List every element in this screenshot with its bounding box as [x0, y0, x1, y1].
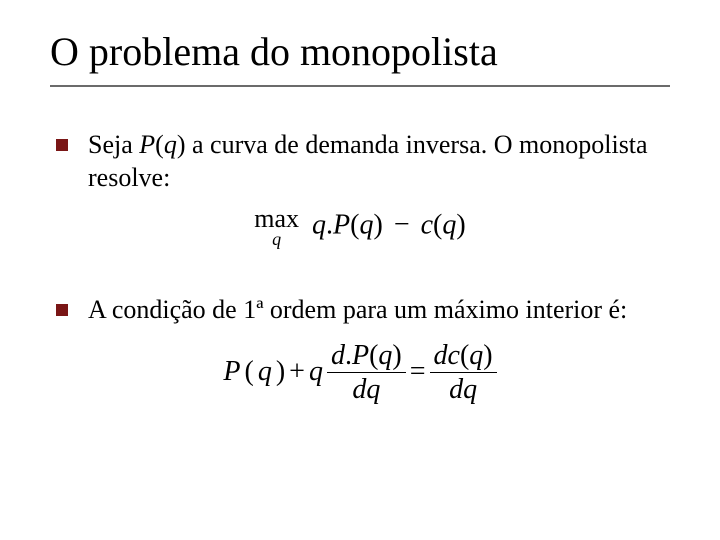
- d: d: [331, 340, 345, 371]
- sym-q: q: [309, 356, 323, 388]
- bullet-item-2: A condição de 1ª ordem para um máximo in…: [50, 294, 670, 327]
- symbol-p: P: [139, 130, 155, 159]
- equation-row: P(q) + q d.P(q) dq = dc(q) dq: [221, 341, 498, 405]
- paren: ): [483, 340, 492, 371]
- equals-sign: =: [410, 356, 426, 388]
- paren: ): [392, 340, 401, 371]
- paren-close: ): [373, 209, 382, 240]
- bullet-text-1: Seja P(q) a curva de demanda inversa. O …: [88, 129, 670, 194]
- dot: .: [326, 209, 333, 240]
- d: d: [434, 340, 448, 371]
- paren-close: ): [177, 130, 186, 159]
- p: P: [352, 340, 369, 371]
- sym-q: q: [312, 209, 326, 240]
- fraction-dpdq: d.P(q) dq: [327, 341, 406, 405]
- arg-q: q: [359, 209, 373, 240]
- square-bullet-icon: [56, 139, 68, 151]
- slide: O problema do monopolista Seja P(q) a cu…: [0, 0, 720, 404]
- formula-body: max q q.P(q) − c(q): [254, 206, 465, 248]
- denominator: dq: [430, 373, 497, 404]
- square-bullet-icon: [56, 304, 68, 316]
- c: c: [448, 340, 460, 371]
- symbol-q: q: [164, 130, 177, 159]
- fraction-dcdq: dc(q) dq: [430, 341, 497, 405]
- max-operator: max q: [254, 206, 299, 248]
- bullet-item-1: Seja P(q) a curva de demanda inversa. O …: [50, 129, 670, 194]
- slide-title: O problema do monopolista: [50, 28, 670, 87]
- paren-open2: (: [433, 209, 442, 240]
- denominator: dq: [327, 373, 406, 404]
- bullet-text-2: A condição de 1ª ordem para um máximo in…: [88, 294, 627, 327]
- formula-maximization: max q q.P(q) − c(q): [50, 206, 670, 248]
- q: q: [469, 340, 483, 371]
- paren: ): [276, 356, 285, 388]
- sym-q: q: [258, 356, 272, 388]
- dot: .: [345, 340, 352, 371]
- paren: (: [369, 340, 378, 371]
- formula-first-order: P(q) + q d.P(q) dq = dc(q) dq: [50, 341, 670, 405]
- sym-c: c: [421, 209, 433, 240]
- sym-p: P: [333, 209, 350, 240]
- text-fragment: Seja: [88, 130, 139, 159]
- paren: (: [460, 340, 469, 371]
- paren: (: [245, 356, 254, 388]
- numerator: d.P(q): [327, 341, 406, 373]
- numerator: dc(q): [430, 341, 497, 373]
- paren-open: (: [155, 130, 164, 159]
- q: q: [378, 340, 392, 371]
- arg-q2: q: [442, 209, 456, 240]
- plus-sign: +: [289, 356, 305, 388]
- minus: −: [394, 209, 410, 240]
- sym-p: P: [223, 356, 240, 388]
- paren-close2: ): [456, 209, 465, 240]
